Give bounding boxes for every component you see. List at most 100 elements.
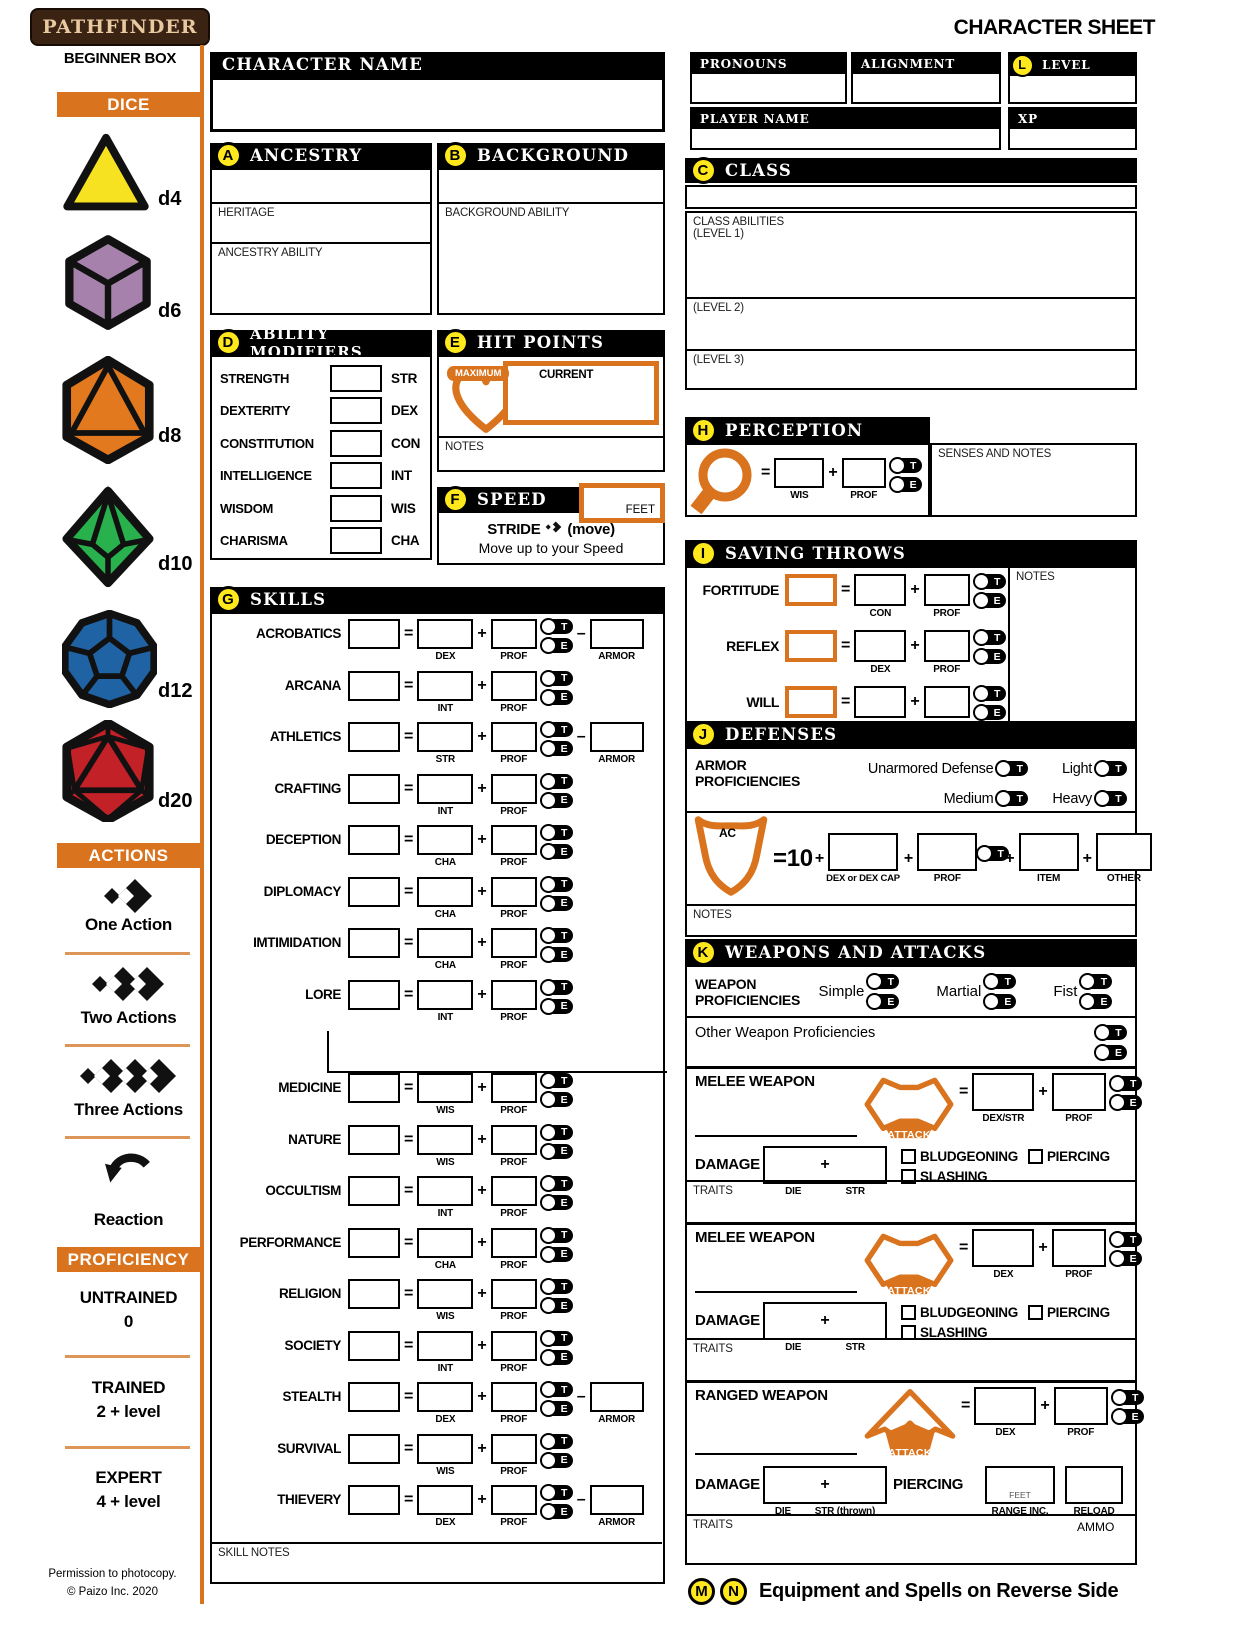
- attack-prof-field[interactable]: T E: [1051, 1073, 1142, 1111]
- trained-bubble[interactable]: T: [539, 669, 573, 687]
- bubble-circle[interactable]: [972, 592, 990, 609]
- save-ability-field[interactable]: [854, 686, 907, 718]
- bubble-circle[interactable]: [539, 1297, 557, 1314]
- skill-total-field[interactable]: [348, 1330, 400, 1361]
- skill-total-field[interactable]: [348, 928, 400, 958]
- skill-prof-field[interactable]: T E: [490, 1484, 573, 1520]
- skill-ability-field[interactable]: [417, 1073, 474, 1103]
- bubble-circle[interactable]: [539, 1194, 557, 1211]
- bubble-circle[interactable]: [983, 973, 1001, 990]
- attack-stat-field[interactable]: [974, 1387, 1037, 1425]
- ancestry-input[interactable]: [212, 170, 430, 202]
- save-ability-field[interactable]: [854, 630, 907, 662]
- trained-bubble[interactable]: T: [1108, 1075, 1142, 1092]
- skill-prof-field[interactable]: T E: [490, 978, 573, 1015]
- skill-ability-field[interactable]: [417, 1433, 474, 1464]
- melee2-traits-cell[interactable]: TRAITS: [687, 1338, 1135, 1380]
- ability-modifier-field[interactable]: [330, 364, 382, 392]
- character-name-input[interactable]: [210, 77, 665, 132]
- skill-ability-field[interactable]: [417, 825, 474, 855]
- trained-bubble[interactable]: T: [539, 772, 573, 790]
- ability-modifier-field[interactable]: [330, 397, 382, 425]
- trained-bubble[interactable]: T: [972, 573, 1006, 590]
- bubble-circle[interactable]: [539, 1381, 557, 1398]
- weapon-name-line[interactable]: [695, 1135, 857, 1137]
- skill-total-field[interactable]: [348, 1433, 400, 1464]
- skill-prof-field[interactable]: T E: [490, 927, 573, 963]
- ability-modifier-field[interactable]: [330, 527, 382, 555]
- expert-bubble[interactable]: E: [983, 993, 1017, 1010]
- trained-bubble[interactable]: T: [995, 760, 1029, 777]
- skill-prof-field[interactable]: T E: [490, 1329, 573, 1366]
- skill-total-field[interactable]: [348, 825, 400, 855]
- bubble-circle[interactable]: [539, 1484, 557, 1501]
- bubble-circle[interactable]: [539, 1091, 557, 1108]
- bubble-circle[interactable]: [1108, 1094, 1126, 1111]
- skill-armor-field[interactable]: [589, 619, 644, 649]
- bubble-circle[interactable]: [539, 669, 557, 687]
- skill-prof-field[interactable]: T E: [490, 1175, 573, 1211]
- skill-prof-field[interactable]: T E: [490, 772, 573, 809]
- ability-modifier-field[interactable]: [330, 462, 382, 490]
- trained-bubble[interactable]: T: [539, 1123, 573, 1141]
- bubble-circle[interactable]: [888, 457, 906, 474]
- bubble-circle[interactable]: [976, 845, 994, 862]
- bubble-circle[interactable]: [539, 721, 557, 738]
- trained-bubble[interactable]: T: [972, 685, 1006, 702]
- attack-prof-field[interactable]: T E: [1053, 1387, 1144, 1425]
- ac-other-field[interactable]: [1095, 833, 1152, 871]
- trained-bubble[interactable]: T: [539, 978, 573, 996]
- speed-feet-box[interactable]: FEET: [579, 483, 665, 523]
- damage-field[interactable]: +: [763, 1466, 887, 1504]
- bubble-circle[interactable]: [1110, 1408, 1128, 1425]
- save-total-field[interactable]: [785, 686, 837, 718]
- expert-bubble[interactable]: E: [539, 740, 573, 757]
- bubble-circle[interactable]: [539, 740, 557, 757]
- expert-bubble[interactable]: E: [1108, 1094, 1142, 1111]
- expert-bubble[interactable]: E: [1108, 1250, 1142, 1267]
- bubble-circle[interactable]: [539, 1123, 557, 1141]
- skill-ability-field[interactable]: [417, 876, 474, 907]
- bubble-circle[interactable]: [972, 648, 990, 665]
- skill-total-field[interactable]: [348, 1227, 400, 1258]
- skill-total-field[interactable]: [348, 670, 400, 701]
- skill-ability-field[interactable]: [417, 1485, 474, 1515]
- expert-bubble[interactable]: E: [972, 704, 1006, 721]
- trained-bubble[interactable]: T: [539, 1329, 573, 1347]
- skill-total-field[interactable]: [348, 1073, 400, 1103]
- skill-ability-field[interactable]: [417, 1330, 474, 1361]
- trained-bubble[interactable]: T: [539, 1381, 573, 1398]
- bubble-circle[interactable]: [1094, 1024, 1111, 1041]
- bubble-circle[interactable]: [995, 790, 1013, 807]
- trained-bubble[interactable]: T: [539, 1484, 573, 1501]
- skill-ability-field[interactable]: [417, 1382, 474, 1412]
- expert-bubble[interactable]: E: [539, 791, 573, 809]
- pronouns-input[interactable]: [692, 74, 845, 102]
- skill-ability-field[interactable]: [417, 773, 474, 804]
- expert-bubble[interactable]: E: [1079, 993, 1113, 1010]
- skill-ability-field[interactable]: [417, 619, 474, 649]
- bubble-circle[interactable]: [539, 1278, 557, 1295]
- trained-bubble[interactable]: T: [1079, 973, 1113, 990]
- trained-bubble[interactable]: T: [995, 790, 1029, 807]
- skill-total-field[interactable]: [348, 722, 400, 752]
- bubble-circle[interactable]: [1079, 993, 1097, 1010]
- bubble-circle[interactable]: [1108, 1250, 1126, 1267]
- heritage-cell[interactable]: HERITAGE: [212, 202, 430, 242]
- bubble-circle[interactable]: [539, 875, 557, 893]
- expert-bubble[interactable]: E: [539, 997, 573, 1015]
- class-abilities-level1-cell[interactable]: CLASS ABILITIES (LEVEL 1): [687, 213, 1135, 297]
- bubble-circle[interactable]: [539, 688, 557, 706]
- trained-bubble[interactable]: T: [539, 721, 573, 738]
- skill-prof-field[interactable]: T E: [490, 824, 573, 860]
- class-abilities-level3-cell[interactable]: (LEVEL 3): [687, 349, 1135, 388]
- attack-prof-field[interactable]: T E: [1051, 1229, 1142, 1267]
- expert-bubble[interactable]: E: [539, 843, 573, 860]
- expert-bubble[interactable]: E: [539, 1451, 573, 1469]
- level-input[interactable]: [1010, 76, 1135, 102]
- bubble-circle[interactable]: [972, 685, 990, 702]
- saves-notes-cell[interactable]: NOTES: [1008, 568, 1135, 738]
- trained-bubble[interactable]: T: [539, 1432, 573, 1450]
- bubble-circle[interactable]: [866, 973, 884, 990]
- bubble-circle[interactable]: [1094, 760, 1111, 777]
